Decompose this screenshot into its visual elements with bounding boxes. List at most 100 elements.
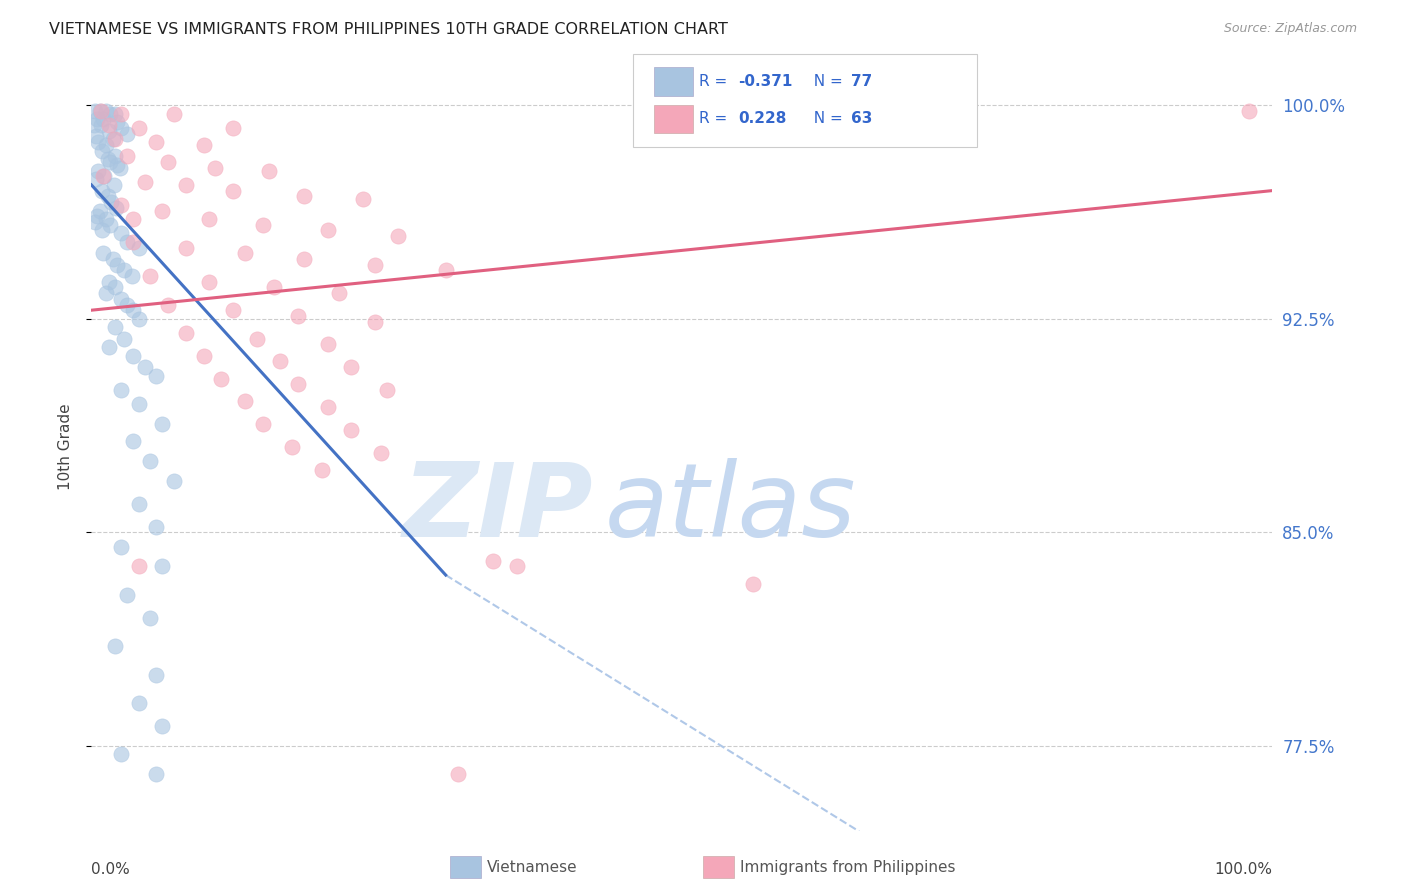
Point [174,178,197,192]
Point [104,132,127,146]
Point [105,158,128,172]
Point [84,103,107,118]
Point [128,497,150,511]
Point [198,212,221,227]
Point [128,397,150,411]
Point [110,383,132,397]
Point [128,241,150,255]
Point [105,201,128,215]
Point [364,315,387,329]
Point [316,337,339,351]
Point [104,320,127,334]
Point [505,559,527,574]
Point [252,218,274,232]
Point [84,215,107,229]
Point [93,169,115,184]
Point [157,155,180,169]
Point [139,454,162,468]
Point [103,178,125,192]
Y-axis label: 10th Grade: 10th Grade [58,403,73,491]
Point [157,297,180,311]
Text: 77: 77 [851,74,872,89]
Text: Vietnamese: Vietnamese [486,860,576,874]
Point [104,149,127,163]
Point [91,223,114,237]
Point [115,235,138,249]
Point [91,144,114,158]
Point [222,120,245,135]
Text: Immigrants from Philippines: Immigrants from Philippines [740,860,955,874]
Point [150,417,173,431]
Point [104,106,127,120]
Point [97,189,120,203]
Point [128,696,150,710]
Point [84,172,107,186]
Point [233,246,256,260]
Point [87,163,110,178]
Point [110,227,132,241]
Point [292,252,315,266]
Point [121,434,143,449]
Point [134,360,156,375]
Point [209,371,232,385]
Point [128,120,150,135]
Point [316,400,339,414]
Point [128,311,150,326]
Point [340,360,363,375]
Point [83,118,105,132]
Point [91,112,114,127]
Point [246,332,269,346]
Point [370,445,392,459]
Point [101,132,124,146]
Point [121,349,143,363]
Point [98,218,121,232]
Point [110,120,132,135]
Point [328,286,350,301]
Point [121,235,143,249]
Text: 100.0%: 100.0% [1215,862,1272,877]
Point [105,115,128,129]
Point [387,229,409,244]
Point [193,349,215,363]
Point [89,103,111,118]
Point [114,332,136,346]
Point [108,161,131,175]
Point [89,203,111,218]
Point [98,106,121,120]
Text: 0.0%: 0.0% [91,862,131,877]
Point [86,209,108,223]
Point [145,667,167,681]
Point [163,474,186,488]
Point [139,268,162,283]
Point [94,138,117,153]
Point [134,175,156,189]
Point [90,118,112,132]
Text: N =: N = [804,112,848,127]
Text: ZIP: ZIP [402,458,593,559]
Point [97,153,120,167]
Point [150,203,173,218]
Point [257,163,280,178]
Point [121,212,143,227]
Point [91,246,114,260]
Point [252,417,274,431]
Point [222,184,245,198]
Point [139,611,162,625]
Point [110,198,132,212]
Point [121,268,143,283]
Point [150,559,173,574]
Point [434,263,457,277]
Point [340,423,363,437]
Point [287,377,309,392]
Point [145,135,167,149]
Point [114,263,136,277]
Point [86,112,108,127]
Point [145,767,167,781]
Point [121,303,143,318]
Point [222,303,245,318]
Text: -0.371: -0.371 [738,74,793,89]
Point [204,161,226,175]
Point [193,138,215,153]
Point [671,127,693,141]
Point [198,275,221,289]
